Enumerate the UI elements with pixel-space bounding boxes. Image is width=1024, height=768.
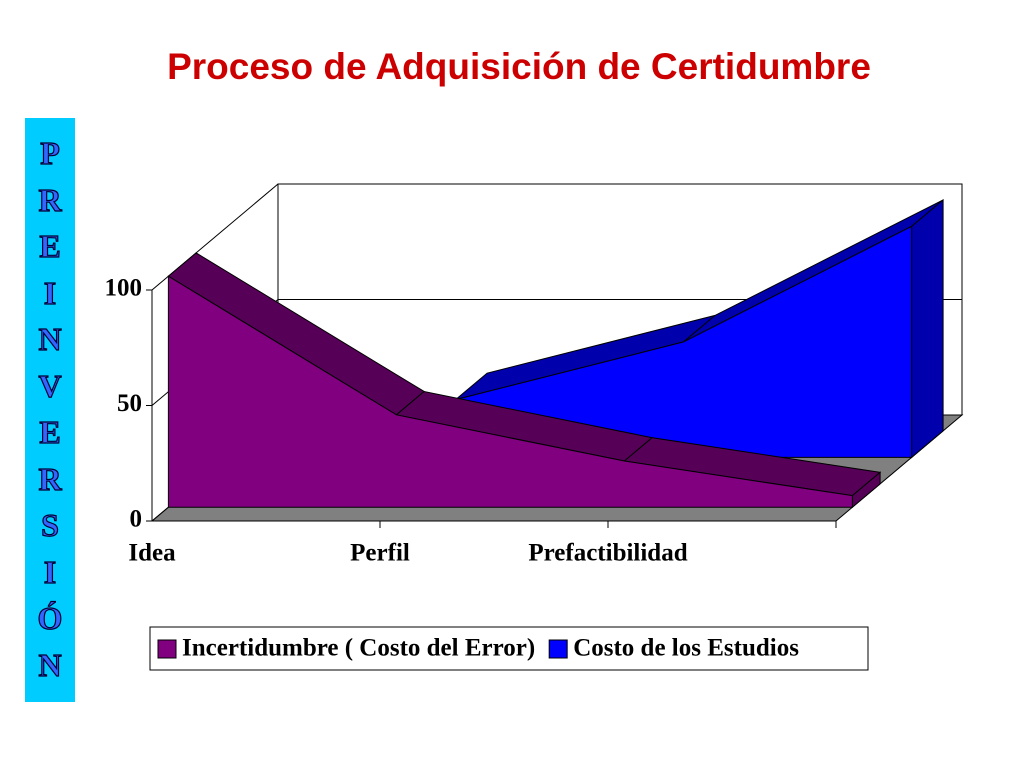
y-tick-label: 100 [105, 275, 143, 302]
x-tick-label: Idea [128, 540, 176, 567]
legend-label: Costo de los Estudios [573, 635, 799, 662]
area-side [911, 198, 944, 459]
side-label: PREINVERSIÓN [37, 134, 63, 683]
legend-label: Incertidumbre ( Costo del Error) [182, 635, 535, 662]
y-tick-label: 0 [130, 506, 143, 533]
legend-swatch [548, 639, 568, 659]
x-tick-label: Prefactibilidad [528, 540, 687, 567]
legend-swatch [157, 639, 177, 659]
slide-title: Proceso de Adquisición de Certidumbre [167, 46, 871, 87]
y-tick-label: 50 [117, 390, 142, 417]
side-bar: PREINVERSIÓN [25, 118, 75, 702]
area [167, 275, 853, 508]
x-tick-label: Perfil [350, 540, 410, 567]
legend-box [149, 626, 869, 671]
